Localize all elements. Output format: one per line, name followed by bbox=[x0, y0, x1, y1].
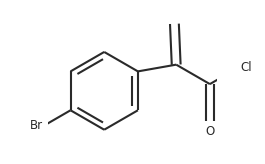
Text: Br: Br bbox=[29, 119, 42, 132]
Text: O: O bbox=[205, 125, 214, 138]
Text: Cl: Cl bbox=[241, 61, 252, 74]
